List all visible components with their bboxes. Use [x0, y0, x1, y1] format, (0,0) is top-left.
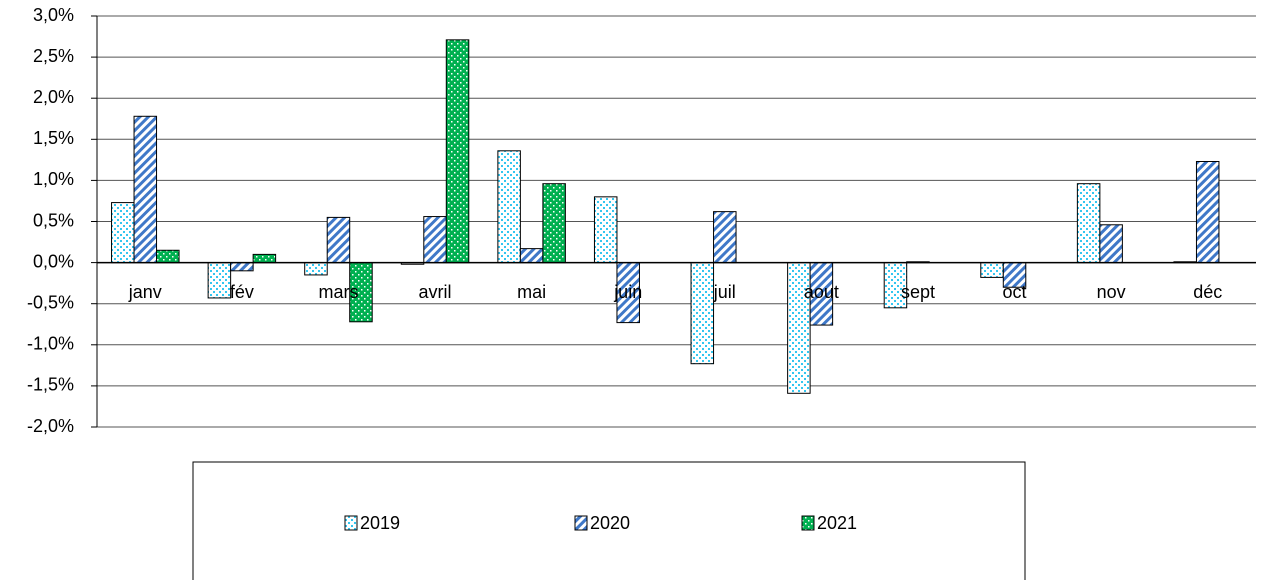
bar: [593, 196, 618, 264]
bar: [690, 262, 715, 365]
legend-swatch: [344, 515, 358, 531]
y-tick-label: 2,5%: [33, 46, 74, 66]
bar: [304, 262, 328, 276]
x-tick-label: nov: [1097, 282, 1126, 302]
y-tick-label: 0,5%: [33, 210, 74, 230]
legend-box: [192, 461, 1026, 580]
bar: [156, 249, 180, 264]
y-tick-label: 1,5%: [33, 128, 74, 148]
x-tick-label: aout: [804, 282, 839, 302]
x-tick-label: sept: [901, 282, 935, 302]
bar: [445, 39, 470, 264]
legend-label: 2019: [360, 513, 400, 533]
x-tick-label: avril: [419, 282, 452, 302]
legend-label: 2021: [817, 513, 857, 533]
x-tick-label: déc: [1193, 282, 1222, 302]
x-tick-label: oct: [1003, 282, 1027, 302]
bar: [111, 202, 135, 264]
bar: [207, 262, 232, 299]
x-tick-label: juin: [613, 282, 642, 302]
x-tick-label: juil: [713, 282, 736, 302]
x-tick-label: janv: [128, 282, 162, 302]
y-tick-label: 0,0%: [33, 251, 74, 271]
bar: [1195, 160, 1220, 264]
bar: [423, 216, 447, 264]
bar: [713, 211, 737, 264]
y-tick-label: -0,5%: [27, 292, 74, 312]
bar: [326, 216, 351, 264]
y-tick-label: -1,0%: [27, 334, 74, 354]
x-tick-label: fév: [230, 282, 254, 302]
y-tick-label: -1,5%: [27, 375, 74, 395]
y-tick-label: 2,0%: [33, 87, 74, 107]
bar: [980, 262, 1004, 278]
bar: [519, 248, 544, 264]
bar: [1099, 224, 1123, 264]
legend-swatch: [801, 515, 815, 531]
bar: [497, 150, 521, 264]
x-tick-label: mars: [318, 282, 358, 302]
bar: [133, 115, 158, 264]
bar: [1076, 183, 1101, 264]
legend-swatch: [574, 515, 588, 531]
y-tick-label: 1,0%: [33, 169, 74, 189]
x-tick-label: mai: [517, 282, 546, 302]
legend-label: 2020: [590, 513, 630, 533]
bar: [230, 262, 254, 272]
bar: [542, 183, 566, 264]
y-tick-label: 3,0%: [33, 5, 74, 25]
bar: [252, 253, 277, 264]
y-tick-label: -2,0%: [27, 416, 74, 436]
